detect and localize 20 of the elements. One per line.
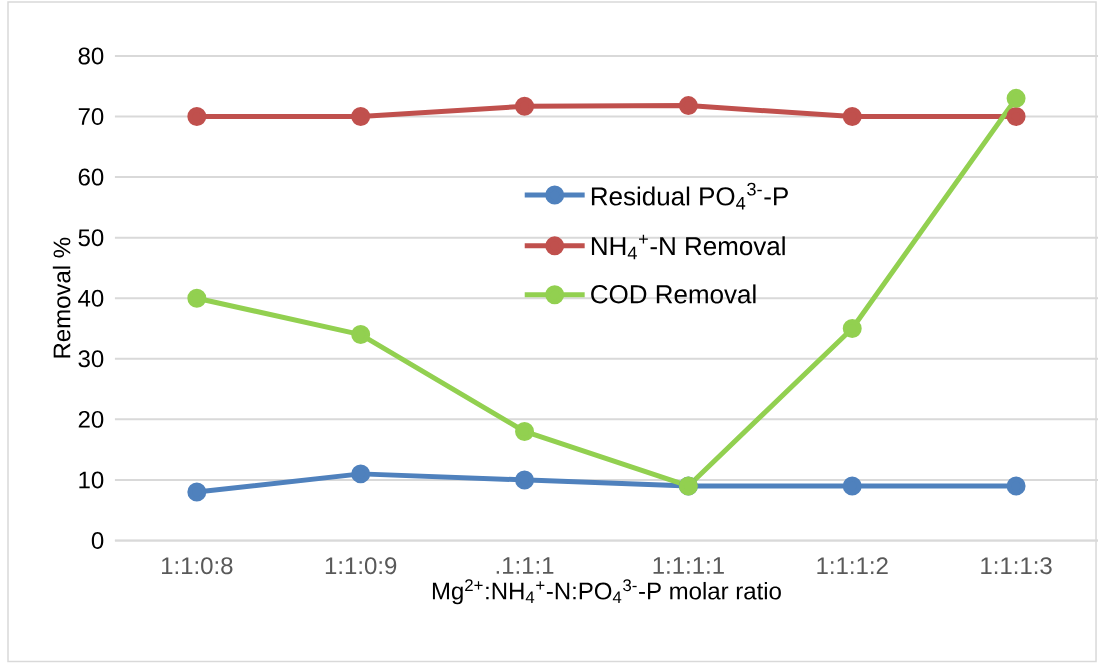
- text: Mg$^{2+}$:NH$_{4}$$^{+}$-N:PO$_{4}$$^{3-}$-P molar ratio: [432, 579, 781, 605]
- y-tick-label: 50: [78, 228, 104, 246]
- y-tick-label: 80: [78, 47, 104, 65]
- y-tick-label: 70: [78, 107, 104, 125]
- x-tick-label: 1:1:0:8: [162, 557, 233, 574]
- y-axis-title: Removal %: [52, 237, 71, 358]
- y-tick-label: 30: [78, 350, 104, 368]
- x-tick-label: .1:1:1: [496, 556, 554, 574]
- x-tick-label: 1:1:1:1: [653, 556, 724, 574]
- legend-label: Residual PO$_{4}$$^{3-}$-P: [591, 182, 788, 210]
- x-tick-label: 1:1:0:9: [325, 557, 397, 574]
- y-tick-label: 20: [78, 410, 104, 428]
- legend-label: NH$_{4}$$^{+}$-N Removal: [591, 234, 785, 260]
- y-tick-label: 40: [78, 289, 104, 307]
- y-tick-label: 60: [78, 168, 104, 186]
- y-tick-label: 0: [91, 531, 104, 549]
- y-tick-label: 10: [79, 471, 104, 489]
- x-tick-label: 1:1:1:2: [817, 557, 888, 574]
- x-tick-label: 1:1:1:3: [981, 557, 1052, 574]
- legend-label: COD Removal: [591, 284, 756, 304]
